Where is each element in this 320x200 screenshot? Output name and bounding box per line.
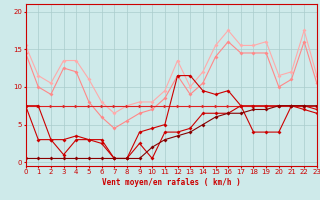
X-axis label: Vent moyen/en rafales ( km/h ): Vent moyen/en rafales ( km/h ) [102,178,241,187]
